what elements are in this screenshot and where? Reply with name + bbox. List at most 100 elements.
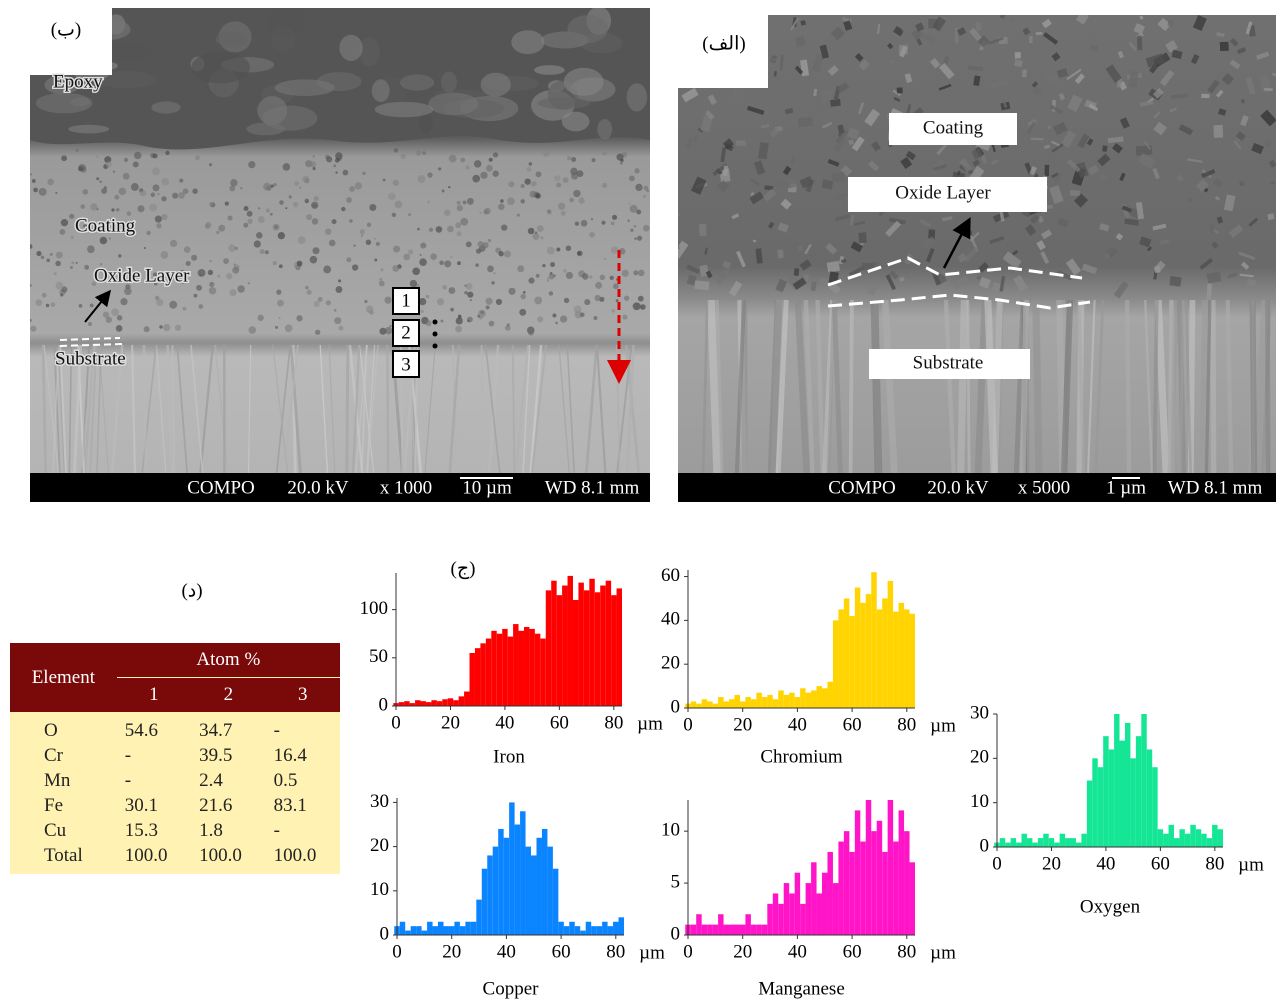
texture [105, 316, 113, 323]
texture [425, 294, 430, 299]
texture [954, 27, 959, 44]
texture [384, 326, 393, 335]
texture [563, 297, 570, 304]
texture [61, 155, 67, 162]
texture [868, 160, 880, 172]
bar [778, 690, 784, 708]
texture [697, 127, 704, 133]
texture [312, 166, 316, 171]
bar [1010, 838, 1017, 847]
texture [195, 155, 200, 160]
texture [535, 193, 541, 199]
texture [554, 175, 561, 182]
texture [386, 344, 390, 473]
bar [893, 611, 899, 708]
bar [838, 609, 844, 708]
bar [1043, 833, 1049, 847]
texture [1218, 108, 1227, 116]
texture [217, 275, 221, 278]
texture [612, 214, 618, 220]
x-tick-label: 0 [392, 941, 402, 962]
texture [534, 65, 565, 75]
texture [1199, 299, 1209, 473]
bar [696, 914, 702, 935]
texture [899, 45, 908, 58]
texture [576, 251, 582, 256]
texture [296, 315, 303, 322]
texture [1169, 107, 1178, 113]
texture [694, 280, 710, 291]
bar [860, 602, 866, 708]
texture [479, 211, 482, 214]
bar [448, 926, 455, 935]
texture [472, 174, 481, 183]
texture [1221, 72, 1235, 86]
bar [1201, 833, 1207, 847]
texture [576, 170, 584, 178]
texture [274, 325, 279, 329]
panel-label: (ج) [451, 558, 476, 579]
texture [1094, 299, 1105, 473]
texture [780, 198, 792, 210]
bar [563, 926, 570, 935]
texture [1012, 249, 1019, 256]
texture [1171, 49, 1183, 60]
texture [1239, 181, 1245, 186]
texture [131, 344, 137, 473]
y-tick-label: 10 [661, 820, 680, 841]
texture [269, 212, 273, 216]
texture [601, 220, 606, 225]
texture [634, 168, 640, 174]
texture [237, 285, 245, 293]
texture [52, 344, 60, 473]
bar [464, 691, 470, 706]
texture [1223, 194, 1236, 212]
texture [448, 344, 461, 473]
bar [794, 872, 801, 935]
texture [1252, 299, 1270, 473]
column-header: 2 [191, 677, 266, 712]
value-cell: 16.4 [265, 743, 340, 768]
texture [1047, 125, 1052, 130]
texture [858, 102, 865, 115]
texture [750, 192, 755, 196]
texture [450, 307, 454, 312]
texture [1176, 174, 1184, 183]
texture [790, 17, 800, 31]
x-tick-label: 40 [788, 941, 807, 962]
texture [559, 315, 568, 323]
y-tick-label: 0 [379, 694, 389, 715]
texture [1187, 197, 1192, 203]
bar [1086, 780, 1093, 847]
texture [520, 183, 525, 189]
texture [272, 344, 289, 473]
texture [240, 186, 243, 190]
texture [105, 161, 113, 168]
texture [400, 153, 407, 160]
texture [1136, 35, 1143, 51]
texture [1033, 86, 1043, 96]
texture [520, 293, 526, 300]
texture [1159, 239, 1170, 245]
texture [530, 344, 548, 473]
texture [181, 281, 185, 284]
texture [825, 242, 838, 255]
texture [275, 344, 292, 473]
texture [492, 170, 499, 177]
texture [154, 295, 160, 301]
texture [78, 304, 83, 308]
texture [485, 297, 493, 305]
texture [70, 97, 90, 107]
bar [503, 837, 510, 935]
texture [611, 309, 616, 313]
texture [1145, 53, 1165, 68]
texture [373, 237, 377, 241]
texture [833, 136, 847, 153]
texture [999, 210, 1005, 222]
texture [793, 268, 800, 276]
texture [460, 217, 469, 226]
texture [1165, 40, 1178, 53]
texture [1053, 121, 1068, 136]
texture [419, 111, 433, 134]
texture [1087, 164, 1099, 176]
